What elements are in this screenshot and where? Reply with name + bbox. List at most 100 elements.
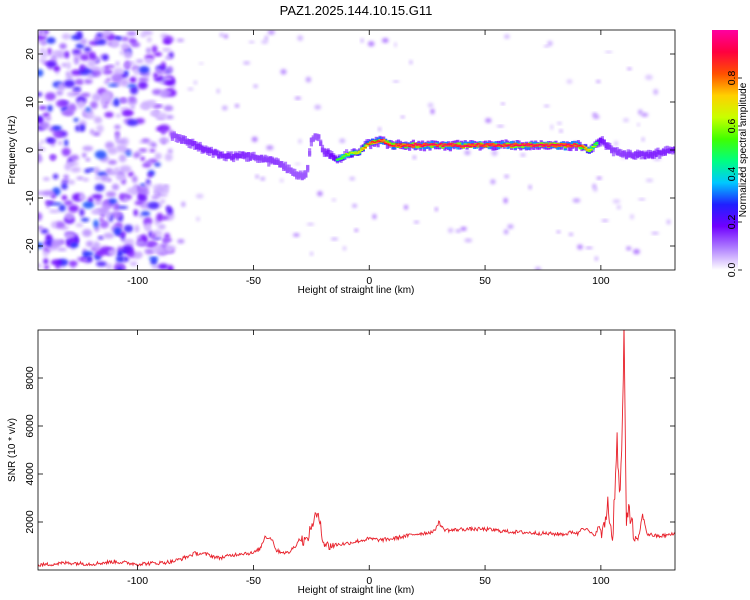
- spectrogram-ridge-cell: [170, 134, 174, 139]
- spectrogram-noise-cell: [119, 165, 132, 173]
- spectrogram-marks: [38, 30, 675, 270]
- spectrogram-noise-cell: [91, 93, 102, 102]
- spectrogram-noise-cell: [118, 154, 127, 163]
- spectrogram-noise-cell: [106, 178, 112, 182]
- spectrogram-ridge-cell: [528, 144, 532, 147]
- spectrogram-noise-cell: [116, 267, 123, 270]
- spectrogram-noise-cell: [38, 92, 43, 97]
- spectrogram-noise-cell: [68, 204, 79, 213]
- spectrogram-ridge-cell: [478, 145, 482, 147]
- spectrogram-ridge-cell: [219, 151, 223, 157]
- spectrogram-ridge-cell: [548, 143, 553, 146]
- spectrogram-noise-cell: [152, 245, 165, 254]
- spectrogram-ridge-cell: [291, 170, 295, 176]
- spectrogram-ridge-cell: [376, 137, 380, 143]
- spectrogram-ridge-cell: [363, 146, 367, 148]
- spectrogram-noise-cell: [119, 78, 129, 87]
- spectrogram-ridge-cell: [643, 153, 647, 159]
- spectrogram-ridge-cell: [293, 172, 297, 177]
- spectrogram-ridge-cell: [580, 146, 584, 150]
- spectrogram-ridge-cell: [224, 153, 228, 159]
- spectrogram-ridge-cell: [248, 155, 252, 161]
- spectrogram-speckle: [413, 220, 420, 224]
- spectrogram-ridge-cell: [230, 155, 234, 161]
- spectrogram-ridge-cell: [245, 152, 249, 158]
- spectrogram-speckle: [378, 127, 382, 132]
- colorbar-tick-label: 0.8: [726, 71, 738, 86]
- spectrogram-ridge-cell: [232, 154, 236, 160]
- spectrogram-noise-cell: [43, 251, 49, 257]
- spectrogram-ridge-cell: [265, 158, 269, 163]
- spectrogram-noise-cell: [85, 107, 91, 112]
- spectrogram-speckle: [430, 108, 435, 115]
- spectrogram-noise-cell: [94, 150, 107, 159]
- spectrogram-ridge-cell: [500, 146, 504, 147]
- spectrogram-noise-cell: [61, 179, 70, 184]
- spectrogram-noise-cell: [82, 177, 90, 182]
- spectrogram-noise-cell: [110, 39, 120, 48]
- spectrogram-noise-cell: [88, 72, 93, 81]
- spectrogram-ridge-cell: [660, 150, 664, 156]
- spectrogram-ridge-cell: [532, 144, 536, 147]
- spectrogram-noise-cell: [85, 114, 96, 119]
- spectrogram-speckle: [294, 162, 301, 165]
- spectrogram-ridge-cell: [484, 143, 488, 145]
- spectrogram-speckle: [596, 176, 602, 180]
- spectrogram-ridge-cell: [459, 145, 464, 147]
- spectrogram-ridge-cell: [650, 152, 654, 159]
- spectrogram-ridge-cell: [356, 151, 360, 154]
- spectrogram-noise-cell: [64, 200, 73, 206]
- spectrogram-ridge-cell: [552, 144, 556, 146]
- spectrogram-speckle: [187, 87, 194, 91]
- spectrogram-speckle: [547, 40, 553, 47]
- spectrogram-ridge-cell: [456, 142, 460, 146]
- spectrogram-speckle: [604, 51, 613, 53]
- spectrogram-noise-cell: [146, 101, 157, 107]
- spectrogram-speckle: [392, 80, 400, 83]
- spectrogram-noise-cell: [163, 80, 175, 85]
- spectrogram-ridge-cell: [510, 145, 514, 148]
- spectrogram-ridge-cell: [185, 139, 189, 144]
- spectrogram-noise-cell: [140, 156, 145, 161]
- spectrogram-noise-cell: [44, 200, 55, 205]
- spectrogram-ridge-cell: [183, 139, 187, 145]
- spectrogram-ridge-cell: [178, 136, 182, 142]
- y-tick-label: 8000: [24, 366, 36, 390]
- spectrogram-ridge-cell: [222, 153, 226, 158]
- spectrogram-ridge-cell: [289, 167, 293, 174]
- spectrogram-noise-cell: [107, 248, 117, 256]
- spectrogram-noise-cell: [157, 223, 166, 230]
- spectrogram-ridge-cell: [424, 142, 428, 146]
- spectrogram-ridge-cell: [561, 145, 566, 147]
- spectrogram-ridge-cell: [467, 145, 471, 147]
- spectrogram-ridge-cell: [228, 153, 232, 159]
- spectrogram-ridge-cell: [428, 143, 432, 145]
- spectrogram-ridge-cell: [634, 151, 638, 157]
- spectrogram-ridge-cell: [461, 145, 465, 148]
- spectrogram-ridge-cell: [434, 143, 438, 145]
- spectrogram-noise-cell: [111, 183, 120, 191]
- spectrogram-ridge-cell: [404, 145, 408, 147]
- spectrogram-noise-cell: [102, 69, 113, 75]
- spectrogram-noise-cell: [135, 235, 142, 240]
- spectrogram-ridge-cell: [510, 143, 514, 145]
- snr-frame: [37, 329, 676, 571]
- spectrogram-ridge-cell: [193, 142, 197, 150]
- spectrogram-noise-cell: [115, 173, 127, 181]
- spectrogram-ridge-cell: [356, 152, 360, 154]
- spectrogram-noise-cell: [115, 139, 127, 145]
- spectrogram-noise-cell: [160, 89, 172, 97]
- spectrogram-ridge-cell: [513, 142, 517, 146]
- spectrogram-speckle: [294, 96, 302, 100]
- spectrogram-ridge-cell: [384, 142, 388, 144]
- spectrogram-ridge-cell: [359, 148, 364, 150]
- spectrogram-ridge-cell: [587, 150, 591, 152]
- spectrogram-noise-cell: [61, 147, 71, 157]
- spectrogram-speckle: [260, 177, 266, 181]
- spectrogram-noise-cell: [64, 232, 76, 240]
- spectrogram-noise-cell: [76, 100, 86, 109]
- spectrogram-noise-cell: [162, 40, 171, 44]
- spectrogram-ridge-cell: [422, 144, 427, 146]
- spectrogram-noise-cell: [82, 152, 87, 158]
- spectrogram-ridge-cell: [441, 145, 445, 147]
